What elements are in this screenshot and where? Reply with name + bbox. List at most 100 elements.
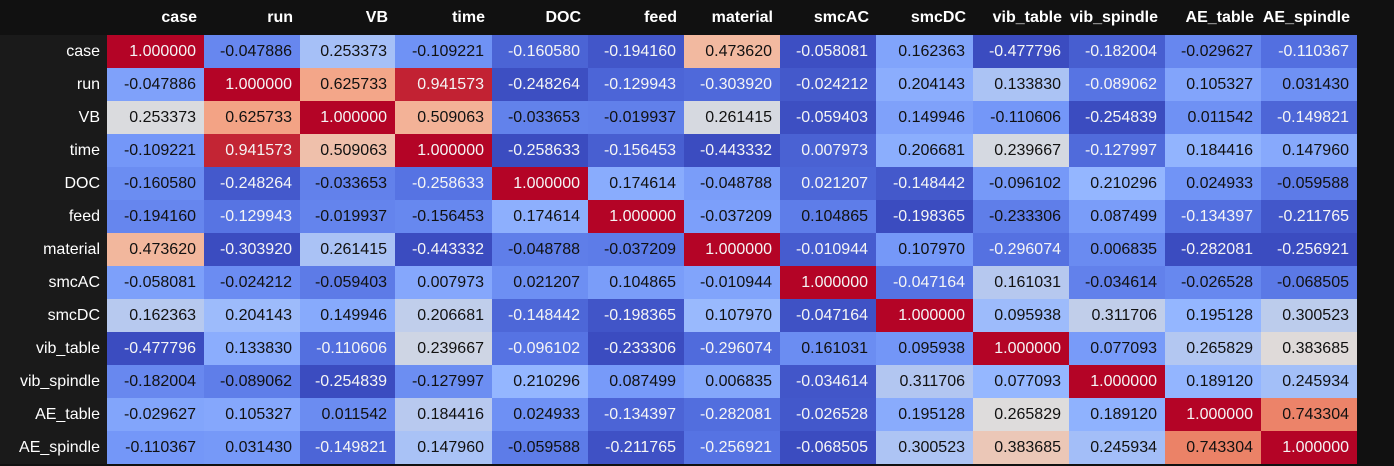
heatmap-cell: 0.095938 (973, 299, 1069, 332)
heatmap-cell: 0.204143 (876, 68, 973, 101)
table-row: material 0.473620 -0.303920 0.261415 -0.4433… (0, 233, 1357, 266)
heatmap-cell: 0.024933 (492, 398, 588, 431)
heatmap-cell: -0.068505 (780, 431, 876, 464)
row-header: smcDC (0, 299, 107, 332)
heatmap-cell: -0.256921 (1261, 233, 1357, 266)
heatmap-cell: -0.026528 (780, 398, 876, 431)
heatmap-cell: -0.156453 (588, 134, 684, 167)
heatmap-cell: -0.037209 (588, 233, 684, 266)
table-row: time -0.109221 0.941573 0.509063 1.000000 -0.… (0, 134, 1357, 167)
heatmap-cell: -0.047886 (204, 35, 300, 68)
heatmap-cell: 0.011542 (300, 398, 395, 431)
heatmap-cell: 0.087499 (1069, 200, 1165, 233)
table-row: AE_spindle -0.110367 0.031430 -0.149821 0.14… (0, 431, 1357, 464)
heatmap-cell: -0.129943 (588, 68, 684, 101)
column-header: run (204, 0, 300, 35)
heatmap-cell: 0.383685 (973, 431, 1069, 464)
heatmap-cell: -0.034614 (1069, 266, 1165, 299)
heatmap-cell: -0.296074 (684, 332, 780, 365)
heatmap-cell: 0.107970 (684, 299, 780, 332)
heatmap-cell: 0.245934 (1069, 431, 1165, 464)
heatmap-cell: 0.265829 (973, 398, 1069, 431)
row-header: VB (0, 101, 107, 134)
heatmap-cell: -0.089062 (204, 365, 300, 398)
row-header: case (0, 35, 107, 68)
heatmap-cell: 0.204143 (204, 299, 300, 332)
heatmap-cell: -0.282081 (1165, 233, 1261, 266)
heatmap-cell: -0.059403 (780, 101, 876, 134)
heatmap-cell: -0.211765 (588, 431, 684, 464)
heatmap-cell: -0.182004 (107, 365, 204, 398)
heatmap-cell: 0.383685 (1261, 332, 1357, 365)
heatmap-cell: -0.129943 (204, 200, 300, 233)
row-header: time (0, 134, 107, 167)
heatmap-cell: -0.233306 (973, 200, 1069, 233)
column-header: AE_table (1165, 0, 1261, 35)
heatmap-cell: 0.024933 (1165, 167, 1261, 200)
heatmap-cell: -0.248264 (204, 167, 300, 200)
heatmap-cell: -0.258633 (395, 167, 492, 200)
heatmap-cell: 0.311706 (1069, 299, 1165, 332)
heatmap-cell: 0.245934 (1261, 365, 1357, 398)
heatmap-cell: 0.077093 (1069, 332, 1165, 365)
column-header: case (107, 0, 204, 35)
heatmap-cell: 0.189120 (1069, 398, 1165, 431)
heatmap-cell: -0.029627 (107, 398, 204, 431)
heatmap-cell: 0.011542 (1165, 101, 1261, 134)
heatmap-cell: 0.195128 (1165, 299, 1261, 332)
heatmap-cell: -0.047164 (876, 266, 973, 299)
column-header: time (395, 0, 492, 35)
heatmap-cell: -0.194160 (107, 200, 204, 233)
heatmap-cell: -0.198365 (588, 299, 684, 332)
heatmap-cell: 1.000000 (684, 233, 780, 266)
column-header: smcDC (876, 0, 973, 35)
heatmap-cell: 0.162363 (107, 299, 204, 332)
heatmap-cell: 0.210296 (1069, 167, 1165, 200)
heatmap-cell: 0.031430 (1261, 68, 1357, 101)
heatmap-cell: -0.156453 (395, 200, 492, 233)
heatmap-cell: 1.000000 (876, 299, 973, 332)
row-header: run (0, 68, 107, 101)
heatmap-cell: 0.625733 (204, 101, 300, 134)
heatmap-cell: -0.282081 (684, 398, 780, 431)
heatmap-cell: -0.233306 (588, 332, 684, 365)
heatmap-cell: -0.033653 (300, 167, 395, 200)
column-header: feed (588, 0, 684, 35)
heatmap-cell: -0.198365 (876, 200, 973, 233)
heatmap-cell: -0.303920 (684, 68, 780, 101)
heatmap-cell: -0.109221 (107, 134, 204, 167)
heatmap-cell: 1.000000 (780, 266, 876, 299)
heatmap-cell: 0.077093 (973, 365, 1069, 398)
heatmap-cell: 0.147960 (395, 431, 492, 464)
heatmap-cell: -0.024212 (204, 266, 300, 299)
heatmap-cell: -0.047886 (107, 68, 204, 101)
correlation-heatmap-table: case run VB time DOC feed material smcAC smcDC vi… (0, 0, 1357, 464)
heatmap-cell: -0.019937 (300, 200, 395, 233)
heatmap-cell: 0.133830 (204, 332, 300, 365)
heatmap-cell: -0.477796 (107, 332, 204, 365)
heatmap-cell: -0.048788 (684, 167, 780, 200)
heatmap-cell: 0.206681 (876, 134, 973, 167)
heatmap-cell: 0.189120 (1165, 365, 1261, 398)
heatmap-cell: 0.174614 (588, 167, 684, 200)
heatmap-cell: -0.109221 (395, 35, 492, 68)
heatmap-cell: 0.105327 (204, 398, 300, 431)
column-header: smcAC (780, 0, 876, 35)
heatmap-cell: -0.089062 (1069, 68, 1165, 101)
heatmap-cell: 1.000000 (300, 101, 395, 134)
heatmap-cell: 0.095938 (876, 332, 973, 365)
heatmap-cell: -0.248264 (492, 68, 588, 101)
column-header: vib_spindle (1069, 0, 1165, 35)
heatmap-cell: -0.026528 (1165, 266, 1261, 299)
heatmap-cell: 0.625733 (300, 68, 395, 101)
table-row: smcDC 0.162363 0.204143 0.149946 0.206681 -0.… (0, 299, 1357, 332)
column-header: AE_spindle (1261, 0, 1357, 35)
heatmap-cell: 0.261415 (300, 233, 395, 266)
heatmap-cell: 0.261415 (684, 101, 780, 134)
heatmap-cell: -0.160580 (492, 35, 588, 68)
heatmap-cell: 0.007973 (780, 134, 876, 167)
heatmap-cell: -0.296074 (973, 233, 1069, 266)
table-row: vib_table -0.477796 0.133830 -0.110606 0.239… (0, 332, 1357, 365)
heatmap-cell: -0.477796 (973, 35, 1069, 68)
